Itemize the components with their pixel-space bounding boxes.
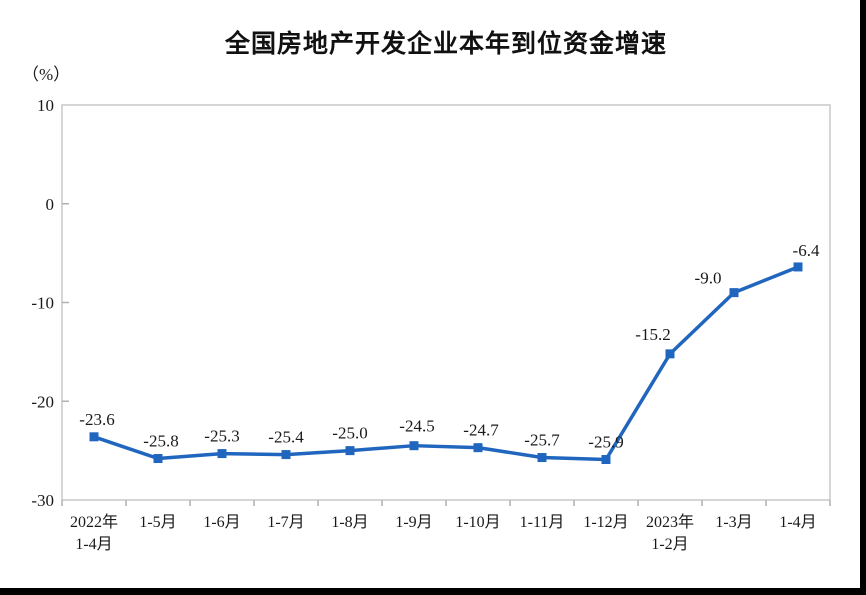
data-point-label: -25.7: [524, 431, 560, 450]
y-axis-tick-label: 10: [37, 96, 54, 115]
data-point-marker: [217, 449, 227, 459]
data-point-label: -15.2: [635, 325, 670, 344]
x-axis-category-label: 1-6月: [203, 514, 240, 531]
data-point-label: -9.0: [695, 269, 722, 288]
y-axis-tick-label: 0: [46, 195, 55, 214]
x-axis-category-label: 1-7月: [267, 514, 304, 531]
x-axis-category-label: 1-9月: [395, 514, 432, 531]
data-point-marker: [153, 454, 163, 464]
data-point-marker: [473, 443, 483, 453]
x-axis-category-label: 1-8月: [331, 514, 368, 531]
data-line: [93, 265, 799, 462]
data-point-label: -25.9: [588, 433, 623, 452]
data-point-marker: [665, 349, 675, 359]
chart-title: 全国房地产开发企业本年到位资金增速: [224, 30, 667, 58]
x-axis-category-label: 2023年: [646, 513, 694, 531]
y-axis-tick-label: -20: [31, 392, 54, 411]
data-point-label: -25.8: [143, 432, 178, 451]
x-axis-category-label: 1-2月: [651, 536, 688, 553]
x-axis-category-label: 1-11月: [520, 514, 565, 531]
y-axis-tick-label: -30: [31, 491, 54, 510]
data-point-label: -25.4: [268, 428, 304, 447]
data-point-label: -6.4: [793, 241, 820, 260]
x-axis-category-label: 1-10月: [455, 514, 500, 531]
x-axis-category-label: 1-12月: [583, 514, 628, 531]
data-point-label: -24.7: [463, 421, 499, 440]
y-axis-unit-label: （%）: [22, 65, 71, 84]
data-point-marker: [345, 446, 355, 456]
data-point-label: -23.6: [79, 410, 114, 429]
data-point-marker: [89, 432, 99, 442]
data-point-marker: [537, 453, 547, 463]
data-point-marker: [409, 441, 419, 451]
data-point-marker: [601, 455, 611, 465]
x-axis-category-label: 1-4月: [779, 514, 816, 531]
x-axis-category-label: 1-5月: [139, 514, 176, 531]
data-point-marker: [793, 262, 803, 272]
data-point-marker: [729, 288, 739, 298]
x-axis-category-label: 2022年: [70, 513, 118, 531]
data-point-label: -25.0: [332, 424, 367, 443]
x-axis-category-label: 1-3月: [715, 514, 752, 531]
data-point-label: -24.5: [399, 417, 434, 436]
y-axis-tick-label: -10: [31, 294, 54, 313]
data-point-label: -25.3: [204, 427, 239, 446]
x-axis-category-label: 1-4月: [75, 536, 112, 553]
data-point-marker: [281, 450, 291, 460]
